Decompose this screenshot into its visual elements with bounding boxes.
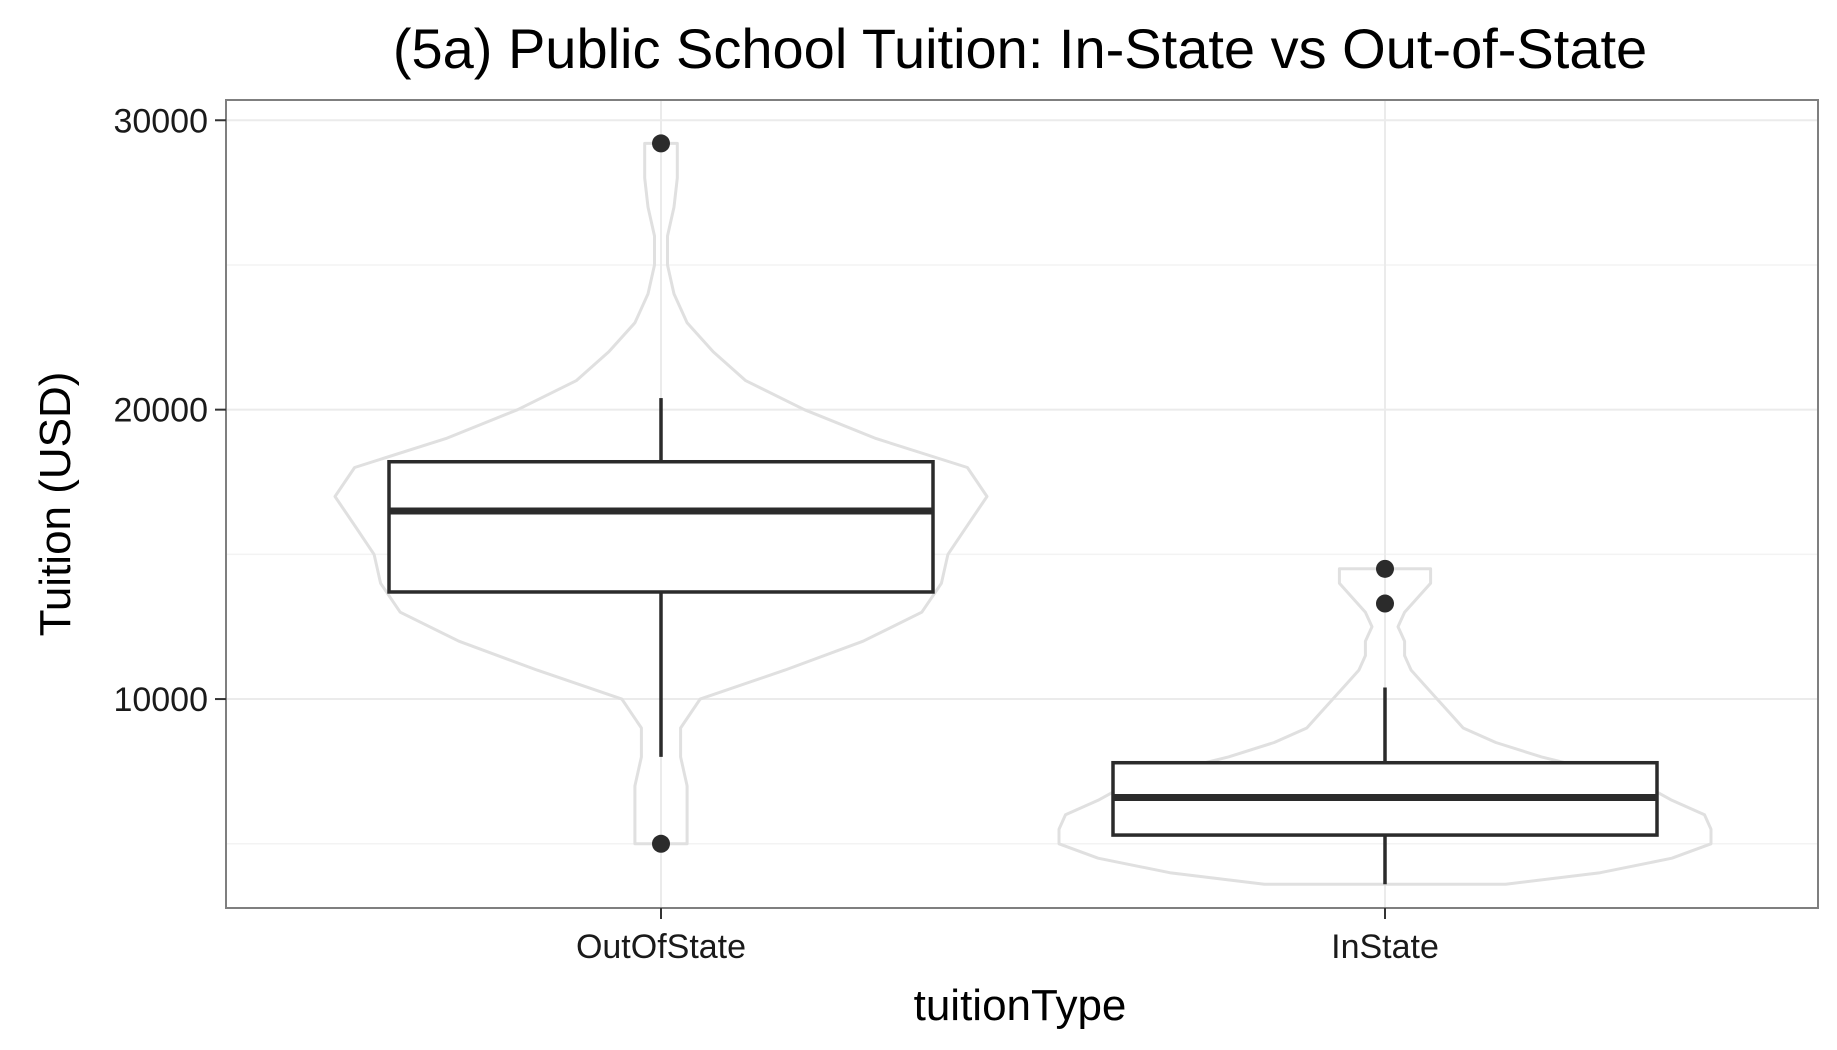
x-tick-label: InState (1331, 928, 1439, 966)
chart-title: (5a) Public School Tuition: In-State vs … (393, 17, 1647, 80)
outlier-point (652, 834, 670, 853)
x-axis-title: tuitionType (914, 981, 1127, 1030)
outlier-point (1376, 594, 1394, 613)
y-axis: 10000 20000 30000 (113, 102, 226, 719)
y-tick-label: 20000 (113, 392, 208, 430)
outlier-point (1376, 559, 1394, 578)
outlier-point (652, 134, 670, 153)
y-tick-label: 10000 (113, 681, 208, 719)
x-axis: OutOfState InState (576, 908, 1439, 966)
box-group-OutOfState (387, 134, 935, 853)
panel-border (225, 99, 1819, 909)
violin-OutOfState (333, 141, 989, 846)
boxes (387, 134, 1659, 885)
x-tick-label: OutOfState (576, 928, 746, 966)
box-group-InState (1111, 559, 1659, 885)
y-axis-title: Tuition (USD) (31, 372, 80, 637)
box (387, 459, 935, 594)
y-tick-label: 30000 (113, 102, 208, 140)
